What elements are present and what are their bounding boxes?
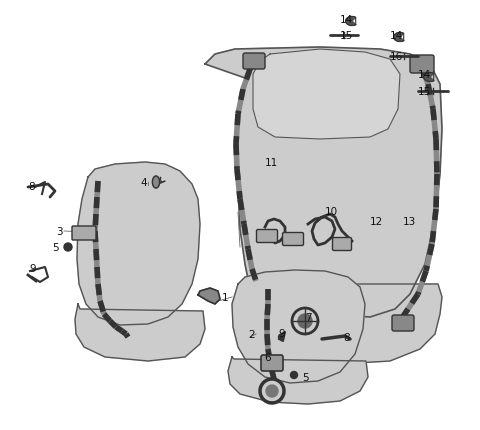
Circle shape bbox=[298, 314, 312, 328]
Polygon shape bbox=[205, 48, 442, 317]
FancyBboxPatch shape bbox=[333, 238, 351, 251]
Polygon shape bbox=[153, 177, 159, 188]
Text: 14: 14 bbox=[340, 15, 353, 25]
Text: 15: 15 bbox=[418, 87, 431, 97]
Circle shape bbox=[278, 335, 284, 340]
Polygon shape bbox=[238, 284, 442, 364]
Text: 3: 3 bbox=[56, 227, 62, 237]
FancyBboxPatch shape bbox=[410, 56, 434, 74]
FancyBboxPatch shape bbox=[243, 54, 265, 70]
Text: 2: 2 bbox=[248, 329, 254, 339]
Text: 5: 5 bbox=[302, 372, 309, 382]
Text: 14: 14 bbox=[390, 31, 403, 41]
Polygon shape bbox=[424, 74, 434, 82]
FancyBboxPatch shape bbox=[392, 315, 414, 331]
Text: 8: 8 bbox=[343, 332, 349, 342]
Text: 8: 8 bbox=[28, 181, 35, 191]
Text: 14: 14 bbox=[418, 70, 431, 80]
Polygon shape bbox=[228, 357, 368, 404]
FancyBboxPatch shape bbox=[256, 230, 277, 243]
Circle shape bbox=[64, 243, 72, 252]
Text: 15: 15 bbox=[340, 31, 353, 41]
Circle shape bbox=[290, 372, 298, 379]
Polygon shape bbox=[394, 34, 404, 43]
Text: 5: 5 bbox=[52, 243, 59, 252]
Text: 9: 9 bbox=[29, 264, 36, 273]
Text: 7: 7 bbox=[305, 312, 312, 322]
Text: 13: 13 bbox=[403, 216, 416, 227]
Text: 12: 12 bbox=[370, 216, 383, 227]
FancyBboxPatch shape bbox=[72, 227, 96, 240]
Circle shape bbox=[266, 385, 278, 397]
Text: 9: 9 bbox=[278, 328, 285, 338]
Polygon shape bbox=[232, 270, 365, 383]
Text: 10: 10 bbox=[325, 206, 338, 216]
FancyBboxPatch shape bbox=[283, 233, 303, 246]
Text: 6: 6 bbox=[264, 352, 271, 362]
Text: 4: 4 bbox=[140, 178, 146, 187]
Text: 16: 16 bbox=[390, 52, 403, 62]
Polygon shape bbox=[77, 163, 200, 325]
Polygon shape bbox=[346, 18, 356, 26]
Polygon shape bbox=[75, 304, 205, 361]
Text: 11: 11 bbox=[265, 158, 278, 168]
Polygon shape bbox=[253, 50, 400, 140]
FancyBboxPatch shape bbox=[261, 355, 283, 371]
Polygon shape bbox=[198, 289, 220, 304]
Text: 1: 1 bbox=[222, 292, 228, 302]
